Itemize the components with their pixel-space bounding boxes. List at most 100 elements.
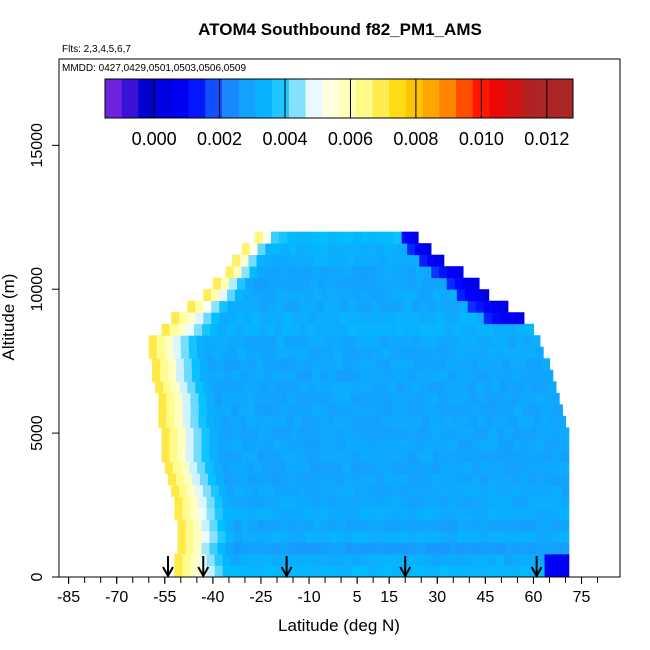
curtain-cell [420, 323, 429, 336]
curtain-cell [472, 519, 482, 532]
curtain-cell [231, 404, 240, 417]
curtain-cell [238, 496, 248, 509]
curtain-cell [472, 542, 482, 555]
curtain-cell [499, 312, 509, 325]
curtain-cell [488, 496, 497, 509]
curtain-cell [256, 473, 265, 486]
curtain-cell [269, 346, 279, 359]
curtain-cell [321, 542, 330, 555]
curtain-cell [401, 484, 411, 497]
profile-arrow-head [162, 566, 174, 579]
curtain-cell [496, 565, 505, 578]
curtain-cell [250, 323, 260, 336]
curtain-cell [448, 507, 457, 520]
curtain-cell [408, 404, 418, 417]
curtain-cell [377, 530, 386, 543]
curtain-cell [219, 289, 228, 302]
curtain-cell [361, 450, 370, 463]
curtain-cell [360, 473, 369, 486]
curtain-cell [309, 346, 319, 359]
curtain-cell [375, 553, 385, 566]
curtain-cell [234, 484, 244, 497]
curtain-cell [236, 335, 246, 348]
plot-frame [58, 58, 621, 578]
y-axis: 0 5000 10000 15000 [29, 123, 59, 581]
curtain-cell [401, 438, 410, 451]
curtain-cell [206, 507, 216, 520]
curtain-cell [242, 484, 252, 497]
curtain-cell [309, 277, 319, 290]
curtain-cell [277, 346, 287, 359]
curtain-cell [363, 300, 373, 313]
curtain-cell [164, 346, 174, 359]
curtain-cell [517, 415, 527, 428]
curtain-cell [401, 427, 410, 440]
curtain-cell [306, 289, 315, 302]
curtain-cell [203, 300, 212, 313]
curtain-cell [256, 254, 266, 267]
curtain-cell [331, 381, 341, 394]
curtain-cell [417, 542, 426, 555]
curtain-cell [446, 358, 455, 371]
curtain-cell [268, 335, 278, 348]
curtain-cell [369, 289, 379, 302]
curtain-cell [541, 415, 551, 428]
curtain-cell [528, 369, 538, 382]
curtain-cell [479, 461, 489, 474]
curtain-cell [174, 565, 184, 578]
curtain-cell [371, 323, 381, 336]
curtain-cell [371, 381, 381, 394]
curtain-cell [246, 415, 255, 428]
curtain-cell [233, 450, 243, 463]
curtain-cell [448, 542, 458, 555]
curtain-cell [468, 323, 478, 336]
curtain-cell [346, 254, 355, 267]
colorbar-segment [171, 79, 189, 118]
curtain-cell [518, 346, 528, 359]
curtain-cell [323, 312, 333, 325]
curtain-cell [305, 519, 314, 532]
curtain-cell [297, 427, 306, 440]
curtain-cell [369, 450, 378, 463]
curtain-cell [504, 438, 514, 451]
curtain-cell [446, 346, 456, 359]
curtain-cell [281, 450, 290, 463]
curtain-cell [486, 392, 496, 405]
curtain-cell [359, 565, 369, 578]
curtain-cell [368, 231, 378, 244]
curtain-cell [287, 231, 297, 244]
curtain-cell [352, 266, 361, 279]
curtain-cell [430, 358, 439, 371]
curtain-cell [415, 243, 424, 256]
curtain-cell [483, 335, 493, 348]
curtain-cell [352, 243, 361, 256]
curtain-cell [166, 404, 176, 417]
curtain-cell [488, 438, 498, 451]
curtain-cell [401, 542, 410, 555]
curtain-cell [391, 507, 401, 520]
curtain-cell [393, 450, 402, 463]
curtain-cell [261, 346, 271, 359]
curtain-cell [273, 450, 282, 463]
curtain-cell [392, 404, 402, 417]
x-tick-label: 15 [380, 589, 398, 606]
curtain-cell [225, 266, 235, 279]
curtain-cell [464, 289, 474, 302]
curtain-cell [376, 369, 385, 382]
curtain-cell [394, 254, 404, 267]
curtain-cell [494, 346, 504, 359]
curtain-cell [454, 358, 463, 371]
curtain-cell [193, 542, 203, 555]
curtain-cell [404, 323, 413, 336]
curtain-cell [287, 553, 296, 566]
curtain-cell [201, 530, 211, 543]
x-tick-label: -40 [201, 589, 224, 606]
curtain-cell [285, 461, 295, 474]
curtain-cell [187, 300, 196, 313]
curtain-cell [496, 530, 506, 543]
curtain-cell [385, 450, 394, 463]
curtain-cell [166, 392, 175, 405]
curtain-cell [264, 254, 274, 267]
curtain-cell [367, 565, 377, 578]
curtain-cell [544, 530, 554, 543]
